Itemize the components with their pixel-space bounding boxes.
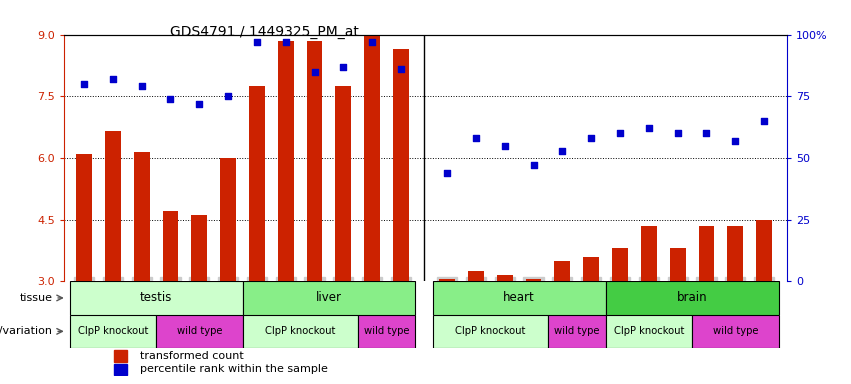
Point bbox=[336, 64, 350, 70]
Bar bbox=[357, 314, 415, 348]
Bar bbox=[156, 314, 243, 348]
Point bbox=[250, 39, 264, 45]
Bar bbox=[243, 314, 357, 348]
Bar bbox=[728, 226, 743, 281]
Bar bbox=[606, 281, 779, 314]
Bar bbox=[757, 220, 772, 281]
Bar bbox=[548, 314, 606, 348]
Bar bbox=[468, 271, 484, 281]
Point bbox=[77, 81, 91, 87]
Point bbox=[614, 130, 627, 136]
Text: ClpP knockout: ClpP knockout bbox=[265, 326, 335, 336]
Bar bbox=[612, 248, 628, 281]
Bar bbox=[306, 41, 323, 281]
Text: percentile rank within the sample: percentile rank within the sample bbox=[140, 364, 328, 374]
Text: tissue: tissue bbox=[20, 293, 52, 303]
Text: ClpP knockout: ClpP knockout bbox=[77, 326, 148, 336]
Text: ClpP knockout: ClpP knockout bbox=[455, 326, 526, 336]
Bar bbox=[134, 152, 150, 281]
Text: wild type: wild type bbox=[364, 326, 409, 336]
Text: wild type: wild type bbox=[176, 326, 222, 336]
Point bbox=[671, 130, 684, 136]
Bar bbox=[432, 281, 606, 314]
Point bbox=[163, 96, 177, 102]
Text: testis: testis bbox=[140, 291, 172, 305]
Text: wild type: wild type bbox=[554, 326, 600, 336]
Bar bbox=[393, 49, 409, 281]
Point bbox=[700, 130, 713, 136]
Text: transformed count: transformed count bbox=[140, 351, 243, 361]
Bar bbox=[364, 35, 380, 281]
Text: liver: liver bbox=[316, 291, 342, 305]
Bar bbox=[583, 257, 599, 281]
Point bbox=[585, 135, 598, 141]
Point bbox=[394, 66, 408, 72]
Point bbox=[498, 142, 511, 149]
Bar bbox=[526, 279, 541, 281]
Point bbox=[365, 39, 379, 45]
Point bbox=[556, 147, 569, 154]
Point bbox=[757, 118, 771, 124]
Bar bbox=[670, 248, 686, 281]
Bar bbox=[220, 158, 236, 281]
Text: genotype/variation: genotype/variation bbox=[0, 326, 52, 336]
Point bbox=[192, 101, 206, 107]
Bar bbox=[335, 86, 351, 281]
Bar bbox=[70, 281, 243, 314]
Point bbox=[728, 137, 742, 144]
Bar bbox=[277, 41, 294, 281]
Text: brain: brain bbox=[677, 291, 707, 305]
Bar bbox=[163, 211, 179, 281]
Bar bbox=[70, 314, 156, 348]
Bar bbox=[692, 314, 779, 348]
Bar bbox=[439, 279, 455, 281]
Point bbox=[106, 76, 120, 82]
Text: ClpP knockout: ClpP knockout bbox=[614, 326, 684, 336]
Bar bbox=[497, 275, 512, 281]
Text: GDS4791 / 1449325_PM_at: GDS4791 / 1449325_PM_at bbox=[170, 25, 359, 39]
Point bbox=[279, 39, 293, 45]
Point bbox=[134, 83, 148, 89]
Point bbox=[642, 125, 655, 131]
Point bbox=[527, 162, 540, 168]
Bar bbox=[249, 86, 265, 281]
Bar bbox=[432, 314, 548, 348]
Bar bbox=[555, 261, 570, 281]
Point bbox=[440, 170, 454, 176]
Bar bbox=[105, 131, 121, 281]
Bar bbox=[606, 314, 692, 348]
Bar bbox=[243, 281, 415, 314]
Bar bbox=[76, 154, 92, 281]
Bar bbox=[114, 350, 128, 362]
Point bbox=[469, 135, 483, 141]
Bar bbox=[191, 215, 207, 281]
Bar bbox=[641, 226, 657, 281]
Point bbox=[221, 93, 235, 99]
Point bbox=[308, 68, 322, 74]
Text: wild type: wild type bbox=[712, 326, 758, 336]
Bar bbox=[699, 226, 714, 281]
Bar bbox=[114, 364, 128, 375]
Text: heart: heart bbox=[503, 291, 535, 305]
